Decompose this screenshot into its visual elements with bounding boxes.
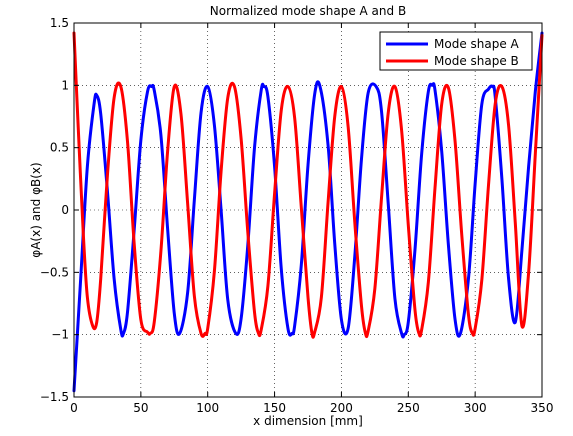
- y-tick-label: −1: [51, 328, 69, 342]
- chart-title: Normalized mode shape A and B: [210, 4, 406, 18]
- x-tick-label: 150: [263, 401, 286, 415]
- series-line-mode-shape-b: [72, 31, 544, 339]
- x-tick-labels: 0 50 100 150 200 250 300 350: [70, 401, 553, 415]
- legend-label-mode-shape-a: Mode shape A: [434, 37, 520, 51]
- x-axis-label: x dimension [mm]: [253, 414, 363, 428]
- y-tick-label: 0: [61, 203, 69, 217]
- legend-label-mode-shape-b: Mode shape B: [434, 54, 519, 68]
- axis-ticks: [73, 22, 543, 398]
- y-tick-label: −1.5: [40, 390, 69, 404]
- x-tick-label: 250: [397, 401, 420, 415]
- plot-area: [74, 23, 542, 397]
- y-tick-label: 1.5: [50, 16, 69, 30]
- y-axis-label: φA(x) and φB(x): [29, 162, 43, 257]
- y-tick-label: 1: [61, 78, 69, 92]
- x-tick-label: 0: [70, 401, 78, 415]
- x-tick-label: 100: [196, 401, 219, 415]
- legend: Mode shape A Mode shape B: [379, 31, 533, 71]
- y-tick-label: 0.5: [50, 141, 69, 155]
- y-tick-labels: −1.5 −1 −0.5 0 0.5 1 1.5: [40, 16, 69, 404]
- y-tick-label: −0.5: [40, 265, 69, 279]
- series-layer: [72, 31, 544, 393]
- series-line-mode-shape-a: [72, 31, 544, 393]
- x-tick-label: 350: [531, 401, 554, 415]
- legend-box: [379, 31, 533, 71]
- x-tick-label: 300: [464, 401, 487, 415]
- x-tick-label: 200: [330, 401, 353, 415]
- x-tick-label: 50: [133, 401, 148, 415]
